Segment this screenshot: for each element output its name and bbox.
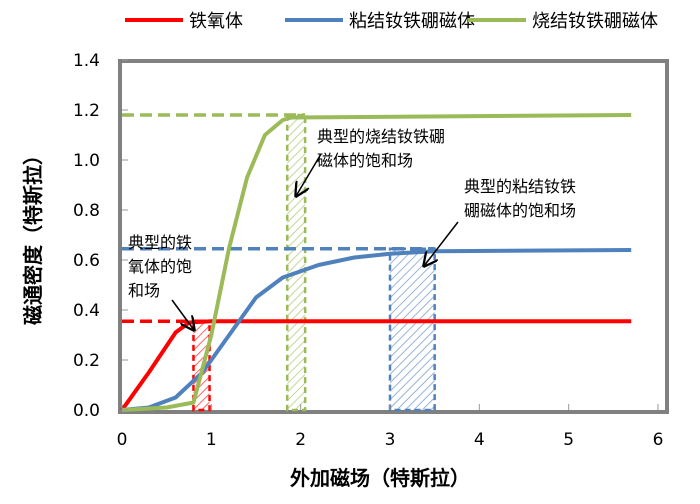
y-tick-label: 0.4 — [73, 301, 100, 321]
y-tick-label: 1.4 — [73, 51, 100, 71]
annotation-arrow-0 — [171, 299, 194, 330]
x-axis-label: 外加磁场（特斯拉） — [290, 466, 470, 490]
x-tick-label: 5 — [563, 430, 574, 450]
saturation-field-region-2 — [286, 113, 307, 412]
x-tick-label: 4 — [474, 430, 485, 450]
series-line-1 — [121, 248, 632, 412]
y-tick-label: 1.2 — [73, 101, 100, 121]
x-tick-label: 6 — [653, 430, 664, 450]
x-tick-label: 1 — [206, 430, 217, 450]
y-tick-label: 0.2 — [73, 351, 100, 371]
annotation-text-1: 典型的烧结钕铁硼 — [317, 127, 445, 146]
y-tick-label: 0.6 — [73, 251, 100, 271]
annotation-text-0: 典型的铁 — [128, 233, 192, 252]
y-tick-label: 0.8 — [73, 201, 100, 221]
y-tick-label: 0.0 — [73, 401, 100, 421]
annotation-text-1: 磁体的饱和场 — [317, 151, 413, 170]
legend-label-1: 粘结钕铁硼磁体 — [349, 11, 475, 32]
annotation-text-2: 硼磁体的饱和场 — [464, 201, 576, 220]
annotation-arrow-2 — [424, 221, 459, 266]
legend-label-2: 烧结钕铁硼磁体 — [532, 11, 658, 32]
y-tick-label: 1.0 — [73, 151, 100, 171]
series-line-2 — [121, 113, 632, 412]
x-tick-label: 0 — [117, 430, 128, 450]
saturation-field-region-1 — [388, 247, 436, 412]
x-tick-label: 3 — [385, 430, 396, 450]
x-tick-label: 2 — [295, 430, 306, 450]
plot-frame — [118, 59, 669, 414]
annotation-text-0: 和场 — [128, 281, 160, 300]
annotation-arrow-1 — [296, 153, 322, 196]
legend-label-0: 铁氧体 — [189, 11, 243, 32]
annotation-text-2: 典型的粘结钕铁 — [464, 177, 576, 196]
y-axis-label: 磁通密度（特斯拉） — [21, 145, 45, 325]
annotation-text-0: 氧体的饱 — [128, 257, 192, 276]
